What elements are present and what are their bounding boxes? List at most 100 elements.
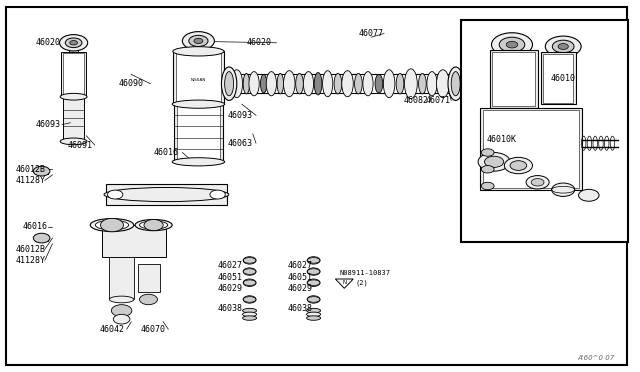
Text: A'60^0 07: A'60^0 07 [577,355,614,361]
Ellipse shape [342,71,353,97]
Bar [138,264,160,292]
Ellipse shape [363,72,373,96]
Text: 46093: 46093 [227,111,252,120]
Ellipse shape [225,72,234,96]
Text: (2): (2) [355,279,368,286]
Bar [541,52,576,104]
Bar [109,257,134,299]
Text: 46016: 46016 [154,148,179,157]
Circle shape [510,161,527,170]
Bar [35,235,48,241]
Bar [173,51,224,104]
Circle shape [144,219,163,231]
Ellipse shape [260,74,267,93]
Text: 46051: 46051 [218,273,243,282]
Bar [490,50,538,108]
Circle shape [307,279,320,286]
Text: 46093: 46093 [35,120,60,129]
Text: 46029: 46029 [288,284,313,293]
Circle shape [481,182,494,190]
Ellipse shape [451,72,460,96]
Bar [177,106,220,160]
Ellipse shape [95,220,129,230]
Circle shape [506,41,518,48]
Ellipse shape [172,158,225,166]
Bar [480,108,582,190]
Ellipse shape [448,67,463,100]
Circle shape [492,33,532,57]
Circle shape [481,166,494,173]
Circle shape [499,37,525,52]
Bar [492,52,535,106]
Text: 46012B: 46012B [16,245,46,254]
Ellipse shape [109,296,134,303]
Circle shape [307,296,320,303]
Ellipse shape [419,74,426,94]
Circle shape [100,218,124,232]
Text: 46071: 46071 [426,96,451,105]
Text: 41128Y: 41128Y [16,256,46,265]
Text: N: N [342,280,346,285]
Text: 46027: 46027 [288,262,313,270]
Ellipse shape [231,70,243,98]
Text: 46082: 46082 [403,96,428,105]
Bar [63,53,84,96]
Circle shape [526,176,549,189]
Ellipse shape [334,74,342,94]
Ellipse shape [243,312,257,317]
Circle shape [531,179,544,186]
Circle shape [558,44,568,49]
Circle shape [108,190,123,199]
Text: 46051: 46051 [288,273,313,282]
Text: 46029: 46029 [218,284,243,293]
Text: N08911-10837: N08911-10837 [339,270,390,276]
Ellipse shape [436,70,449,98]
Ellipse shape [314,73,322,95]
Ellipse shape [60,138,87,145]
Text: 46010K: 46010K [486,135,516,144]
Bar [61,52,86,97]
Ellipse shape [277,74,284,94]
Text: 46091: 46091 [67,141,92,150]
Text: 46012B: 46012B [16,165,46,174]
Text: NISSAN: NISSAN [191,78,206,82]
Circle shape [307,257,320,264]
Circle shape [182,32,214,50]
Circle shape [484,156,504,167]
Ellipse shape [307,312,321,317]
Text: 46038: 46038 [218,304,243,313]
Ellipse shape [90,219,134,231]
Ellipse shape [173,47,224,56]
Bar [461,20,628,242]
Bar [543,54,573,103]
Text: 46027: 46027 [218,262,243,270]
Ellipse shape [303,72,314,96]
Text: 41128Y: 41128Y [16,176,46,185]
Ellipse shape [307,308,321,313]
Ellipse shape [104,187,229,202]
Circle shape [552,40,574,53]
Ellipse shape [284,71,295,97]
Text: 46070: 46070 [141,325,166,334]
Ellipse shape [323,71,333,97]
Circle shape [307,268,320,275]
Circle shape [243,268,256,275]
Text: 46010: 46010 [550,74,575,83]
Text: 46077: 46077 [358,29,383,38]
Ellipse shape [427,72,437,96]
Circle shape [243,257,256,264]
Circle shape [481,149,494,156]
Circle shape [579,189,599,201]
Circle shape [140,294,157,305]
Ellipse shape [60,93,87,100]
Circle shape [113,314,130,324]
Text: 46042: 46042 [99,325,124,334]
Circle shape [33,233,50,243]
Ellipse shape [243,308,257,313]
Bar [102,225,166,257]
Bar [106,184,227,205]
Circle shape [70,41,77,45]
Circle shape [210,190,225,199]
Circle shape [33,166,50,176]
Circle shape [111,305,132,317]
